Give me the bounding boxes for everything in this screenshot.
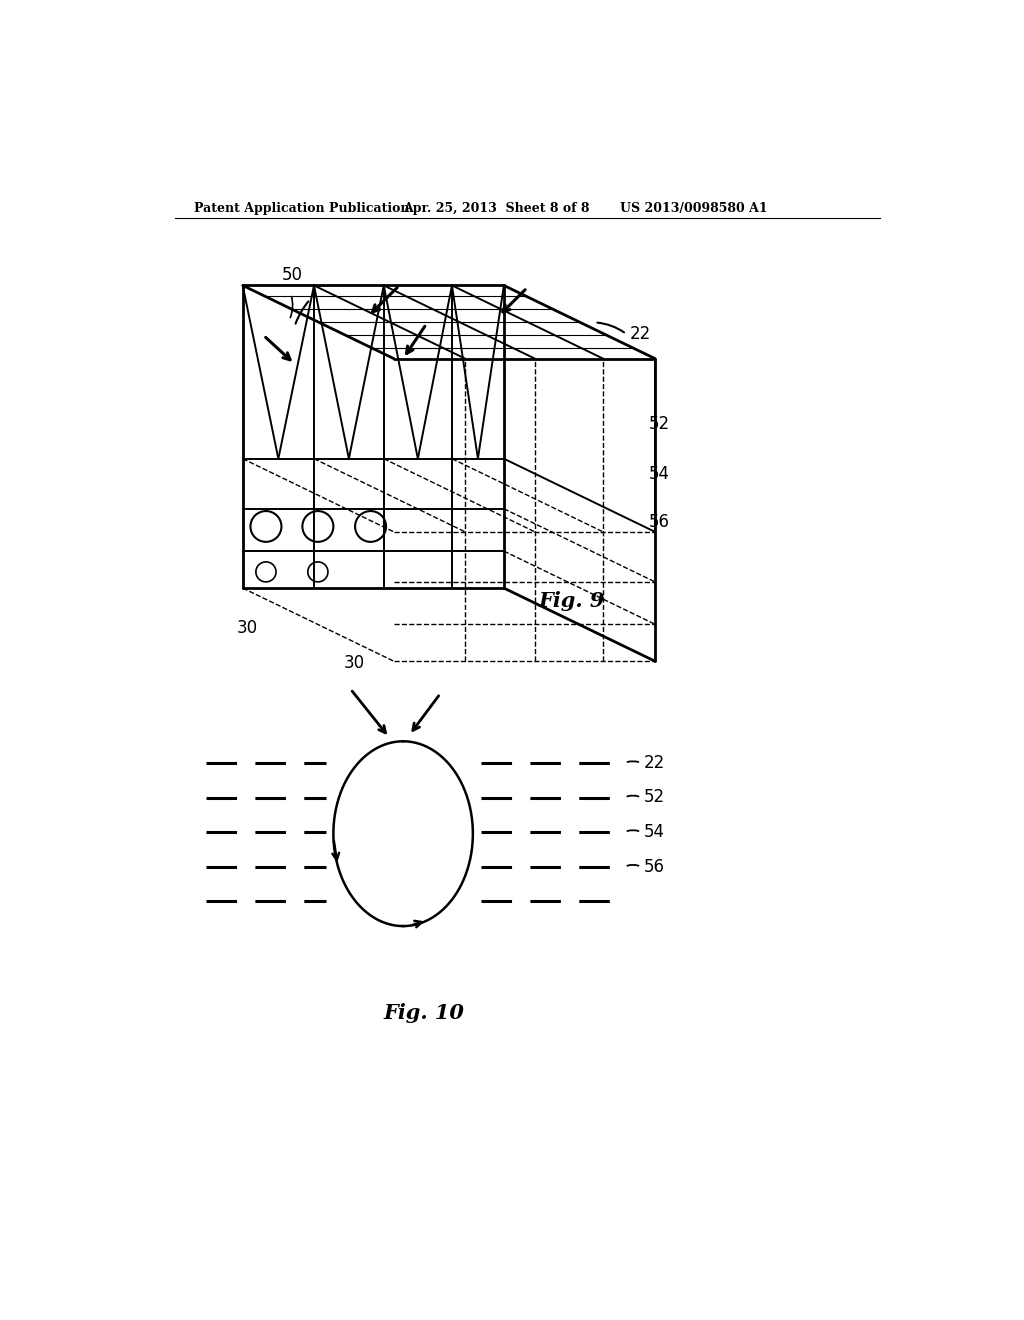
Text: 22: 22: [630, 325, 651, 343]
Text: 52: 52: [649, 414, 670, 433]
Text: Patent Application Publication: Patent Application Publication: [194, 202, 410, 215]
Text: US 2013/0098580 A1: US 2013/0098580 A1: [621, 202, 768, 215]
Text: Apr. 25, 2013  Sheet 8 of 8: Apr. 25, 2013 Sheet 8 of 8: [403, 202, 590, 215]
Text: Fig. 10: Fig. 10: [384, 1003, 465, 1023]
Text: 54: 54: [649, 465, 670, 483]
Text: 22: 22: [643, 754, 665, 772]
Text: 30: 30: [343, 653, 365, 672]
Text: 30: 30: [237, 619, 258, 638]
Text: 52: 52: [643, 788, 665, 807]
Text: Fig. 9: Fig. 9: [539, 591, 605, 611]
Text: 56: 56: [649, 513, 670, 531]
Text: 50: 50: [282, 267, 302, 284]
Text: 54: 54: [643, 824, 665, 841]
Text: 56: 56: [643, 858, 665, 875]
